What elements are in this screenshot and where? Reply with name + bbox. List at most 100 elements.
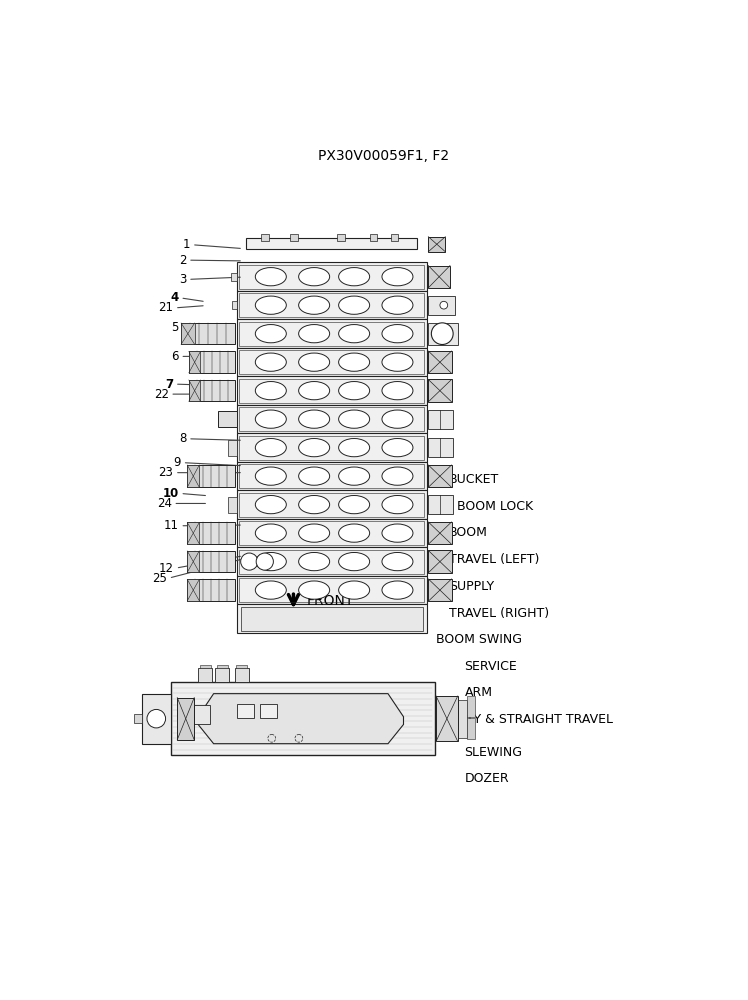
Bar [227, 497, 237, 513]
Bar [230, 273, 237, 281]
Text: · BOOM LOCK: · BOOM LOCK [449, 500, 533, 513]
Bar [235, 668, 248, 682]
Bar [181, 323, 194, 344]
Ellipse shape [298, 353, 330, 371]
Bar [188, 380, 200, 401]
Bar [337, 234, 345, 241]
Bar [236, 665, 247, 668]
Text: 6: 6 [171, 350, 179, 363]
Ellipse shape [298, 439, 330, 457]
Bar [187, 551, 199, 572]
Bar [467, 696, 475, 717]
Ellipse shape [255, 467, 286, 485]
Ellipse shape [298, 495, 330, 514]
Text: 24: 24 [157, 497, 172, 510]
Bar [187, 522, 236, 544]
Bar [239, 464, 424, 488]
Bar [436, 696, 458, 741]
Ellipse shape [255, 325, 286, 343]
Ellipse shape [382, 325, 413, 343]
Bar [290, 234, 298, 241]
Ellipse shape [298, 382, 330, 400]
Text: FRONT: FRONT [307, 594, 354, 608]
Bar [429, 495, 453, 514]
Bar [246, 238, 417, 249]
Text: 10: 10 [162, 487, 179, 500]
Text: DOZER: DOZER [465, 772, 509, 785]
Ellipse shape [382, 268, 413, 286]
Ellipse shape [298, 524, 330, 542]
Bar [188, 351, 236, 373]
Ellipse shape [339, 467, 370, 485]
Bar [239, 293, 424, 317]
Text: 9: 9 [174, 456, 181, 469]
Bar [239, 379, 424, 403]
Bar [239, 407, 424, 431]
Bar [187, 522, 199, 544]
Bar [429, 296, 456, 315]
Bar [237, 576, 427, 604]
Ellipse shape [382, 410, 413, 428]
Ellipse shape [339, 382, 370, 400]
Ellipse shape [255, 268, 286, 286]
Bar [241, 607, 423, 631]
Ellipse shape [339, 524, 370, 542]
Ellipse shape [382, 552, 413, 571]
Bar [237, 348, 427, 376]
Text: 3: 3 [179, 273, 186, 286]
Ellipse shape [255, 410, 286, 428]
Bar [215, 668, 229, 682]
Ellipse shape [382, 296, 413, 314]
Bar [217, 665, 227, 668]
Bar [239, 265, 424, 289]
Circle shape [440, 301, 447, 309]
Ellipse shape [255, 581, 286, 599]
Ellipse shape [382, 581, 413, 599]
Ellipse shape [339, 410, 370, 428]
Bar [429, 379, 452, 402]
Bar [429, 323, 458, 345]
Bar [227, 440, 237, 456]
Circle shape [147, 709, 165, 728]
Bar [237, 604, 427, 633]
Bar [237, 519, 427, 547]
Bar [429, 550, 452, 573]
Bar [262, 234, 269, 241]
Text: TRAVEL (RIGHT): TRAVEL (RIGHT) [449, 607, 549, 620]
Bar [370, 234, 378, 241]
Bar [232, 301, 237, 309]
Ellipse shape [339, 552, 370, 571]
Text: 11: 11 [164, 519, 179, 532]
Ellipse shape [382, 382, 413, 400]
Text: PX30V00059F1, F2: PX30V00059F1, F2 [318, 149, 449, 163]
Bar [239, 521, 424, 545]
Bar [429, 522, 452, 544]
Text: SERVICE: SERVICE [465, 660, 518, 673]
Text: 23: 23 [159, 466, 174, 479]
Bar [429, 465, 452, 487]
Bar [237, 433, 427, 462]
Bar [239, 550, 424, 574]
Bar [429, 351, 452, 373]
Bar [239, 350, 424, 374]
Text: 4: 4 [171, 291, 179, 304]
Bar [177, 698, 194, 740]
Ellipse shape [339, 495, 370, 514]
Bar [237, 291, 427, 319]
Circle shape [241, 553, 258, 570]
Bar [239, 493, 424, 517]
Bar [237, 376, 427, 405]
Bar [181, 323, 236, 344]
Text: BOOM: BOOM [449, 526, 488, 539]
Bar [134, 714, 141, 723]
Ellipse shape [255, 524, 286, 542]
Bar [429, 438, 453, 457]
Ellipse shape [339, 581, 370, 599]
Bar [187, 579, 236, 601]
Text: 22: 22 [153, 388, 169, 401]
Text: SLEWING: SLEWING [465, 746, 523, 759]
Bar [200, 665, 210, 668]
Ellipse shape [298, 296, 330, 314]
Text: TRAVEL (LEFT): TRAVEL (LEFT) [449, 553, 539, 566]
Bar [429, 266, 450, 288]
